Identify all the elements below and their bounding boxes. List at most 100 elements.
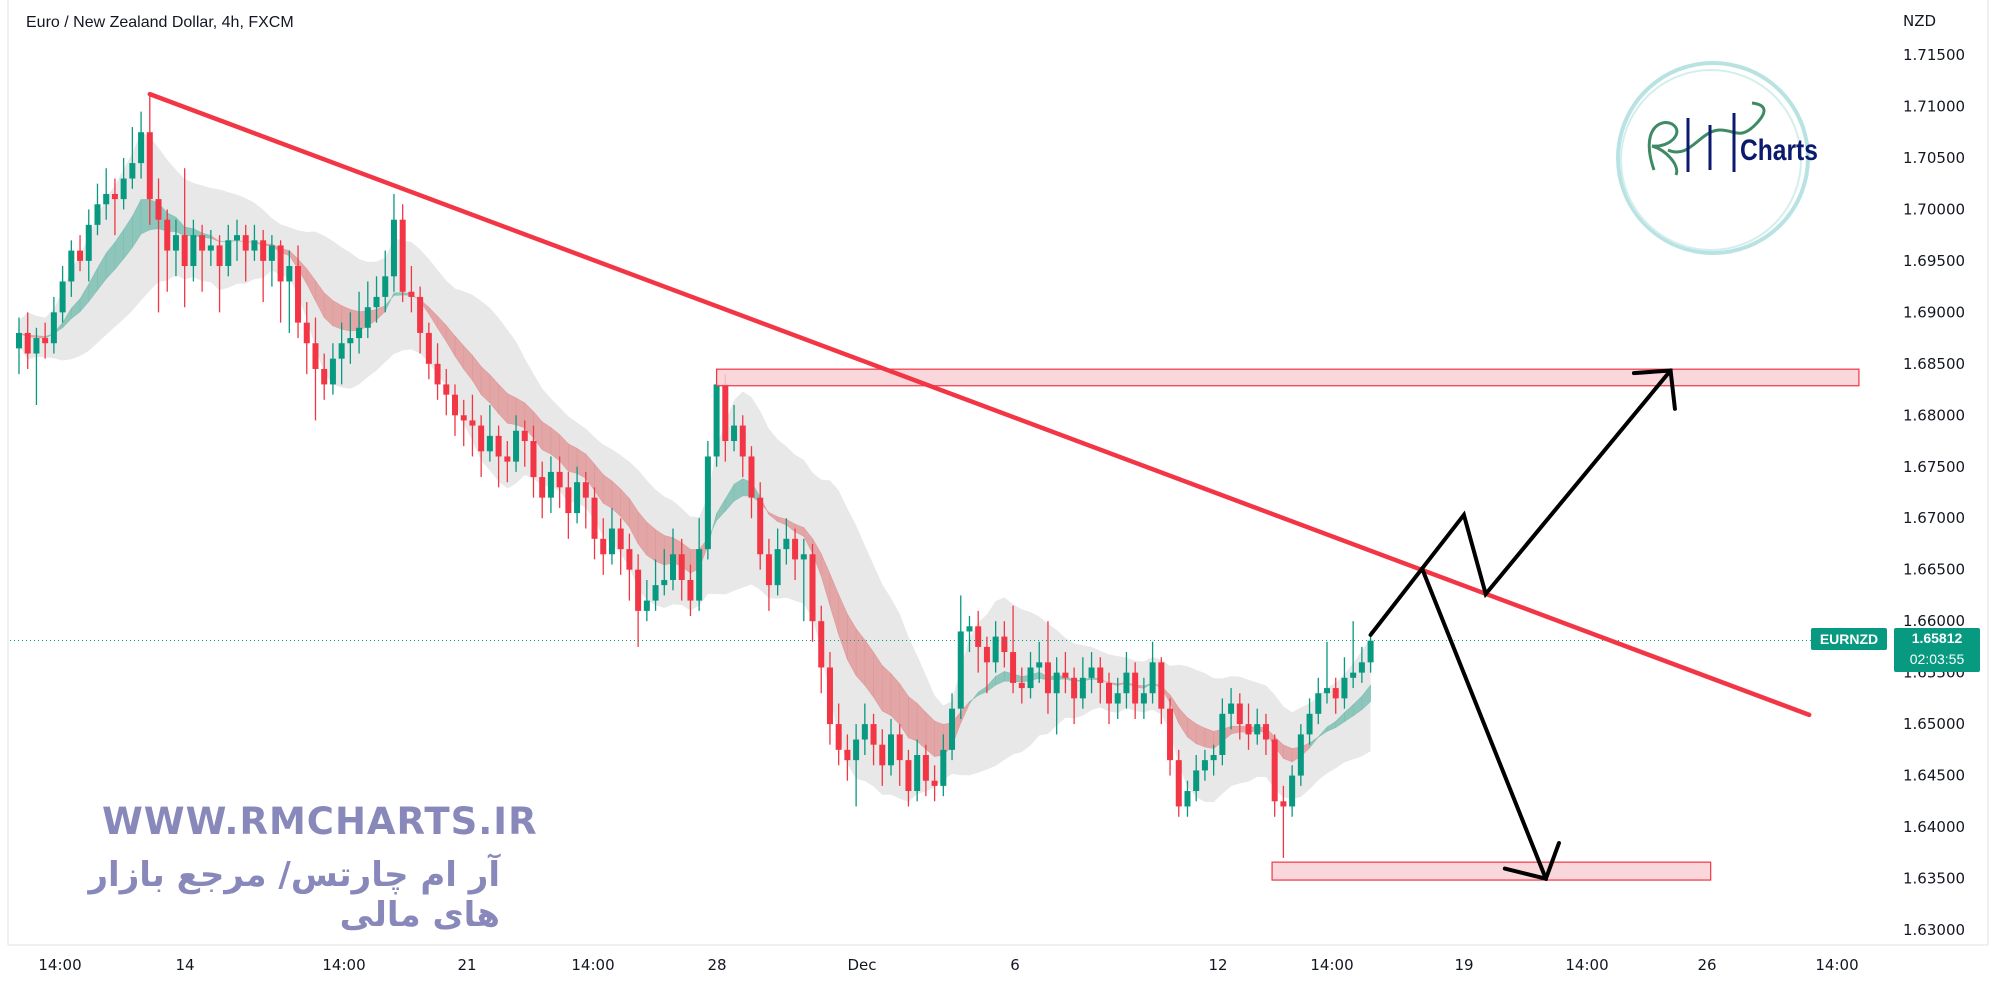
candle-body: [225, 240, 232, 267]
candle: [896, 724, 903, 786]
candle: [975, 610, 982, 673]
candle-body: [765, 554, 772, 586]
candle: [914, 739, 921, 802]
time-tick: 14:00: [1310, 956, 1354, 974]
support-zone: [1271, 861, 1712, 881]
candle: [722, 374, 729, 462]
candle: [600, 518, 607, 575]
candle: [792, 528, 799, 580]
candle: [321, 353, 328, 400]
candle: [574, 466, 581, 524]
watermark-url: WWW.RMCHARTS.IR: [102, 800, 538, 843]
candle-body: [1210, 754, 1217, 761]
candle: [417, 286, 424, 354]
candle-body: [390, 219, 397, 277]
candle-body: [931, 780, 938, 786]
candle: [390, 193, 397, 292]
candle: [1324, 641, 1330, 704]
candle-body: [1315, 693, 1322, 714]
candle: [24, 312, 31, 369]
ribbon-segment: [393, 292, 403, 296]
ribbon-segment: [341, 305, 351, 332]
candle: [1079, 657, 1086, 709]
ribbon-segment: [332, 300, 342, 330]
candle: [181, 168, 188, 308]
candle-body: [1254, 724, 1261, 735]
candle: [260, 229, 267, 303]
candle-body: [478, 425, 485, 452]
price-axis[interactable]: NZD 1.71500 1.71000 1.70500 1.70000 1.69500 1.…: [1903, 12, 1965, 939]
candle-body: [382, 276, 389, 297]
candle-body: [757, 497, 764, 555]
candle-body: [547, 471, 554, 498]
candle-body: [1018, 682, 1025, 689]
candle-body: [1114, 693, 1121, 704]
bullish-arrowhead: [1631, 368, 1677, 411]
candle: [922, 744, 929, 797]
price-tick: 1.67000: [1903, 509, 1965, 527]
candle: [635, 554, 642, 647]
time-tick: 14:00: [38, 956, 82, 974]
candle: [373, 276, 380, 323]
candle-body: [1079, 677, 1086, 699]
candle: [216, 235, 223, 313]
candle-body: [1245, 724, 1252, 735]
candle: [460, 399, 467, 447]
ribbon-segment: [881, 664, 892, 717]
candle: [513, 415, 520, 472]
candle: [286, 250, 293, 333]
candle-body: [216, 245, 223, 267]
candle-body: [1184, 791, 1191, 807]
candle-body: [1036, 662, 1043, 668]
candle-body: [321, 368, 328, 385]
candle-body: [783, 538, 790, 550]
candle: [347, 312, 354, 364]
candle: [678, 538, 685, 601]
ribbon-segment: [1195, 723, 1206, 748]
candle-body: [268, 245, 275, 261]
candle-body: [617, 528, 624, 550]
candle-body: [748, 456, 755, 498]
candle: [582, 471, 589, 529]
candle-body: [111, 193, 118, 200]
candle: [957, 595, 964, 719]
candle-body: [1271, 739, 1278, 802]
candle-body: [539, 477, 546, 498]
candle-body: [861, 724, 868, 740]
candle-body: [1358, 662, 1365, 673]
candle-body: [504, 456, 511, 462]
candle-body: [364, 307, 371, 328]
candle: [164, 209, 171, 292]
candle-body: [879, 744, 886, 766]
symbol-price-tag: EURNZD: [1811, 628, 1887, 650]
candle: [50, 296, 57, 354]
candle-body: [696, 549, 703, 601]
candle-body: [704, 456, 711, 550]
candle: [565, 471, 572, 539]
candle-body: [347, 338, 354, 344]
time-tick: 14:00: [1815, 956, 1859, 974]
candle: [643, 579, 650, 622]
volatility-band: [19, 132, 1371, 803]
drawings[interactable]: [147, 91, 1860, 882]
bearish-arrowhead: [1502, 841, 1561, 882]
candle-body: [1341, 677, 1348, 699]
candle: [1228, 688, 1235, 730]
candle: [1210, 744, 1217, 776]
candle: [469, 394, 476, 457]
candle-body: [870, 724, 877, 745]
candle-body: [608, 528, 615, 555]
candle: [696, 518, 703, 611]
candle: [608, 507, 615, 565]
candle-body: [338, 343, 345, 359]
candle-body: [1280, 801, 1287, 807]
candle: [1044, 621, 1051, 714]
candle: [879, 729, 886, 786]
candle: [138, 111, 145, 179]
candle-body: [452, 394, 458, 416]
candle-body: [556, 471, 563, 488]
candle-body: [138, 132, 145, 164]
candle: [1254, 708, 1261, 745]
candle: [652, 559, 659, 611]
